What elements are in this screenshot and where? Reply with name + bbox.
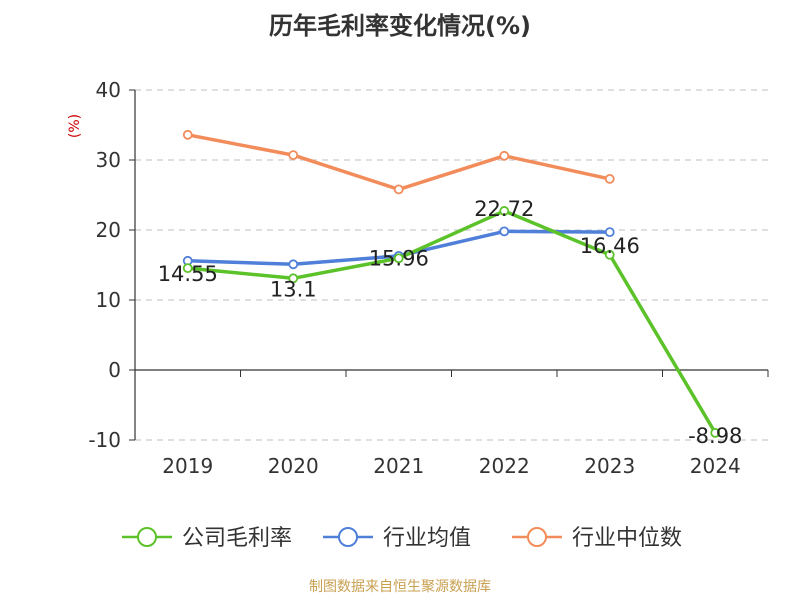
legend-item-1: 行业均值 [323,526,471,551]
chart-title: 历年毛利率变化情况(%) [269,12,531,40]
y-tick-label: 40 [96,78,121,102]
axes: 40 30 20 10 0 -10 2019 2020 2021 2022 2023 2024 [88,78,769,478]
x-tick-label: 2024 [690,454,741,478]
data-label: 13.1 [270,277,317,301]
data-point-0 [604,249,615,260]
data-point-0 [499,206,510,216]
data-point-1 [604,227,615,238]
x-tick-label: 2022 [479,454,530,478]
data-point-0 [182,263,193,274]
data-label: 15.96 [369,246,429,270]
legend-item-0: 公司毛利率 [122,526,292,551]
data-label: 14.55 [158,262,218,286]
legend-label: 行业均值 [383,526,471,551]
x-tick-label: 2023 [584,454,635,478]
y-tick-label: 0 [108,358,121,382]
data-point-0 [393,253,404,264]
legend-marker [338,527,358,547]
series-lines [182,129,721,438]
series-line-2 [187,133,611,192]
y-axis-unit-label: (%) [67,114,83,138]
legend-label: 行业中位数 [572,526,682,551]
data-point-2 [499,150,510,161]
x-tick-label: 2021 [373,454,424,478]
y-tick-label: 10 [96,288,121,312]
data-point-0 [710,427,721,438]
legend-marker [137,527,157,547]
data-point-2 [604,173,615,184]
legend-marker [527,527,547,547]
legend-item-2: 行业中位数 [512,526,682,551]
data-label: 16.46 [580,234,640,258]
source-footer: 制图数据来自恒生聚源数据库 [309,579,491,595]
data-labels: 14.55 13.1 15.96 22.72 16.46 -8.98 [158,197,743,448]
legend: 公司毛利率 行业均值 行业中位数 [122,526,682,551]
data-point-2 [288,150,299,161]
legend-label: 公司毛利率 [182,526,292,551]
data-point-2 [393,184,404,195]
y-tick-label: 30 [96,148,121,172]
data-point-0 [288,273,299,284]
data-label: 22.72 [474,197,534,221]
series-line-0 [187,209,717,434]
data-point-1 [288,259,299,270]
y-tick-label: 20 [96,218,121,242]
y-tick-label: -10 [88,428,121,452]
data-label: -8.98 [688,424,742,448]
x-tick-label: 2019 [162,454,213,478]
data-point-1 [499,226,510,237]
x-tick-label: 2020 [268,454,319,478]
data-point-2 [182,129,193,140]
